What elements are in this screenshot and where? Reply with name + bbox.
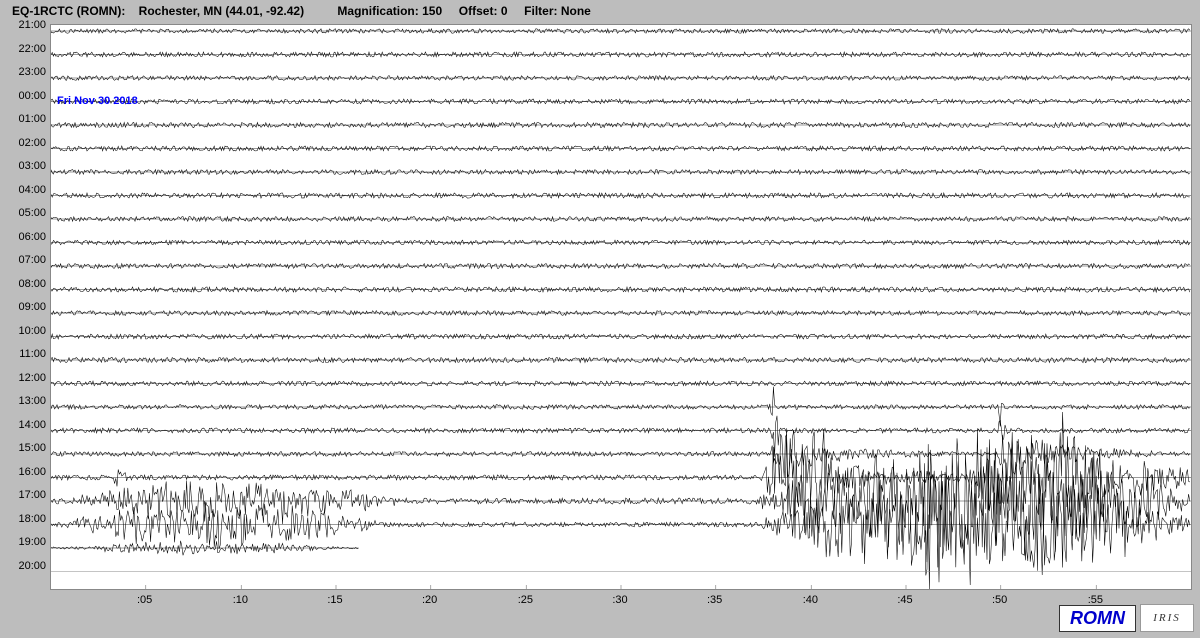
- x-tick-label: :05: [137, 594, 152, 606]
- offset-value: 0: [501, 4, 508, 18]
- y-tick-label: 22:00: [6, 43, 46, 55]
- x-tick-label: :30: [612, 594, 627, 606]
- y-tick-label: 14:00: [6, 419, 46, 431]
- y-tick-label: 08:00: [6, 278, 46, 290]
- filter-value: None: [561, 4, 591, 18]
- x-tick-label: :10: [233, 594, 248, 606]
- y-tick-label: 23:00: [6, 66, 46, 78]
- plot-area: Fri Nov 30 2018: [50, 24, 1192, 590]
- station-badge: ROMN: [1059, 605, 1136, 632]
- seismogram-container: EQ-1RCTC (ROMN): Rochester, MN (44.01, -…: [0, 0, 1200, 638]
- mag-value: 150: [422, 4, 442, 18]
- x-tick-label: :15: [327, 594, 342, 606]
- location: Rochester, MN (44.01, -92.42): [139, 4, 304, 18]
- y-tick-label: 06:00: [6, 231, 46, 243]
- y-tick-label: 04:00: [6, 184, 46, 196]
- x-tick-label: :20: [422, 594, 437, 606]
- iris-badge: IRIS: [1140, 604, 1194, 632]
- y-tick-label: 15:00: [6, 442, 46, 454]
- y-tick-label: 07:00: [6, 254, 46, 266]
- x-tick-label: :25: [518, 594, 533, 606]
- y-tick-label: 13:00: [6, 395, 46, 407]
- y-tick-label: 16:00: [6, 466, 46, 478]
- filter-label: Filter:: [524, 4, 557, 18]
- y-tick-label: 17:00: [6, 489, 46, 501]
- mag-label: Magnification:: [337, 4, 418, 18]
- y-tick-label: 05:00: [6, 207, 46, 219]
- station-id: EQ-1RCTC (ROMN):: [12, 4, 125, 18]
- y-tick-label: 10:00: [6, 325, 46, 337]
- y-tick-label: 21:00: [6, 19, 46, 31]
- header-bar: EQ-1RCTC (ROMN): Rochester, MN (44.01, -…: [12, 4, 591, 18]
- x-tick-label: :45: [897, 594, 912, 606]
- y-tick-label: 12:00: [6, 372, 46, 384]
- y-tick-label: 03:00: [6, 160, 46, 172]
- seismogram-svg: [51, 25, 1191, 589]
- y-tick-label: 01:00: [6, 113, 46, 125]
- y-tick-label: 20:00: [6, 560, 46, 572]
- x-tick-label: :35: [707, 594, 722, 606]
- y-tick-label: 00:00: [6, 90, 46, 102]
- x-tick-label: :40: [803, 594, 818, 606]
- y-tick-label: 09:00: [6, 301, 46, 313]
- x-tick-label: :50: [992, 594, 1007, 606]
- offset-label: Offset:: [459, 4, 498, 18]
- y-tick-label: 02:00: [6, 137, 46, 149]
- y-tick-label: 19:00: [6, 536, 46, 548]
- y-tick-label: 18:00: [6, 513, 46, 525]
- y-tick-label: 11:00: [6, 348, 46, 360]
